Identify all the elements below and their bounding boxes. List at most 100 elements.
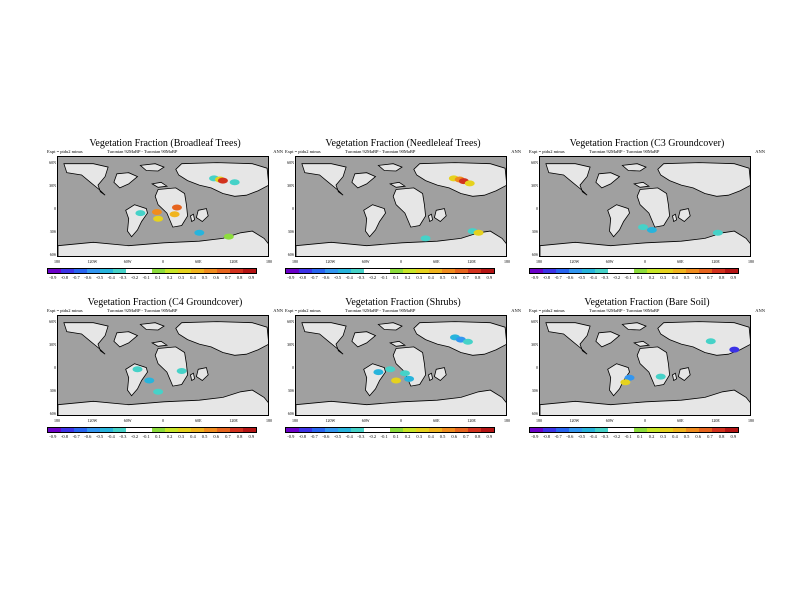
colorbar-swatch bbox=[325, 428, 338, 432]
colorbar-tick-label: -0.8 bbox=[60, 434, 69, 439]
anomaly-patch bbox=[404, 375, 415, 382]
landmass bbox=[151, 340, 169, 347]
colorbar-swatch bbox=[569, 428, 582, 432]
colorbar-swatch bbox=[660, 428, 673, 432]
lat-tick-label: 0 bbox=[54, 365, 56, 370]
landmass bbox=[672, 213, 678, 223]
colorbar-tick-label: -0.1 bbox=[624, 434, 632, 439]
colorbar-swatch bbox=[217, 269, 230, 273]
colorbar-tick-label: 0.4 bbox=[428, 434, 434, 439]
colorbar-tick-label: 0.8 bbox=[236, 434, 243, 439]
anomaly-patch bbox=[462, 338, 473, 345]
colorbar-swatch bbox=[429, 428, 442, 432]
colorbar-tick-label: -0.1 bbox=[380, 434, 388, 439]
lat-tick-label: 60S bbox=[531, 252, 538, 257]
anomaly-patch bbox=[638, 224, 649, 231]
landmass bbox=[621, 163, 647, 172]
anomaly-patch bbox=[729, 346, 740, 353]
map-area bbox=[539, 315, 751, 416]
landmass bbox=[540, 389, 750, 415]
colorbar-swatch bbox=[530, 269, 543, 273]
lat-tick-label: 60S bbox=[49, 411, 56, 416]
colorbar-tick-label: 0.9 bbox=[486, 434, 493, 439]
colorbar-tick-label: 0.4 bbox=[672, 275, 678, 280]
lat-tick-label: 30N bbox=[287, 183, 294, 188]
period-label: Turonian 92MaBP - Turonian 90MaBP bbox=[107, 149, 178, 154]
colorbar-swatch bbox=[139, 269, 152, 273]
colorbar-tick-label: 0.2 bbox=[404, 434, 411, 439]
colorbar-swatch bbox=[543, 269, 556, 273]
lon-tick-label: 0 bbox=[400, 259, 402, 264]
colorbar-swatch bbox=[191, 269, 204, 273]
colorbar-swatch bbox=[139, 428, 152, 432]
anomaly-patch bbox=[135, 210, 146, 217]
colorbar-swatch bbox=[429, 269, 442, 273]
colorbar-swatch bbox=[48, 269, 61, 273]
colorbar-tick-label: 0.1 bbox=[393, 275, 399, 280]
colorbar-tick-label: 0.2 bbox=[166, 275, 173, 280]
lat-tick-label: 30S bbox=[531, 388, 538, 393]
lon-tick-label: 180 bbox=[54, 259, 60, 264]
lat-tick-label: 60N bbox=[287, 160, 294, 165]
colorbar-swatch bbox=[647, 428, 660, 432]
colorbar-tick-label: -0.1 bbox=[142, 275, 150, 280]
lat-tick-label: 60S bbox=[287, 252, 294, 257]
colorbar-swatch bbox=[660, 269, 673, 273]
colorbar-swatch bbox=[230, 269, 243, 273]
anomaly-patch bbox=[712, 229, 723, 236]
map-canvas bbox=[540, 321, 750, 415]
lon-tick-label: 60E bbox=[433, 259, 440, 264]
map-panel-c4-groundcover: Vegetation Fraction (C4 Groundcover) Expt… bbox=[45, 297, 285, 467]
map-panel-bare-soil: Vegetation Fraction (Bare Soil) Expt = pt… bbox=[527, 297, 767, 467]
colorbar-swatch bbox=[243, 428, 256, 432]
colorbar-tick-label: -0.6 bbox=[566, 275, 574, 280]
anomaly-patch bbox=[705, 338, 716, 345]
colorbar-tick-label: 0.4 bbox=[428, 275, 434, 280]
landmass bbox=[113, 172, 139, 189]
colorbar-swatch bbox=[87, 428, 100, 432]
landmass bbox=[139, 322, 165, 331]
period-label: Turonian 92MaBP - Turonian 90MaBP bbox=[345, 149, 416, 154]
lon-tick-label: 120W bbox=[87, 418, 98, 423]
colorbar-tick-label: -0.8 bbox=[542, 275, 551, 280]
landmass bbox=[545, 163, 591, 196]
landmass bbox=[301, 163, 347, 196]
period-label: Turonian 92MaBP - Turonian 90MaBP bbox=[345, 308, 416, 313]
colorbar-swatch bbox=[100, 269, 113, 273]
landmass bbox=[125, 363, 148, 397]
anomaly-patch bbox=[420, 235, 431, 242]
lon-tick-label: 180 bbox=[266, 418, 272, 423]
map-canvas bbox=[296, 321, 506, 415]
colorbar-swatch bbox=[377, 428, 390, 432]
lat-tick-label: 0 bbox=[292, 206, 294, 211]
colorbar-swatch bbox=[165, 269, 178, 273]
colorbar-swatch bbox=[217, 428, 230, 432]
lon-tick-label: 120W bbox=[87, 259, 98, 264]
landmass bbox=[301, 322, 347, 355]
season-label: ANN bbox=[755, 149, 765, 154]
landmass bbox=[389, 340, 407, 347]
colorbar bbox=[47, 427, 257, 433]
landmass bbox=[377, 163, 403, 172]
anomaly-patch bbox=[169, 211, 180, 218]
lat-tick-label: 0 bbox=[536, 206, 538, 211]
landmass bbox=[351, 331, 377, 348]
lon-tick-label: 60E bbox=[195, 259, 202, 264]
colorbar-tick-label: -0.8 bbox=[298, 275, 307, 280]
lat-tick-label: 60S bbox=[531, 411, 538, 416]
colorbar-tick-label: -0.5 bbox=[333, 434, 342, 439]
landmass bbox=[428, 372, 434, 382]
colorbar-swatch bbox=[712, 269, 725, 273]
colorbar-swatch bbox=[442, 269, 455, 273]
experiment-label: Expt = ptdu2 minus bbox=[285, 149, 321, 154]
colorbar-swatch bbox=[455, 428, 468, 432]
lon-tick-label: 0 bbox=[644, 259, 646, 264]
landmass bbox=[595, 331, 621, 348]
season-label: ANN bbox=[511, 149, 521, 154]
lon-tick-label: 60E bbox=[677, 259, 684, 264]
lon-tick-label: 180 bbox=[748, 418, 754, 423]
landmass bbox=[657, 162, 750, 197]
colorbar-swatch bbox=[530, 428, 543, 432]
colorbar-swatch bbox=[100, 428, 113, 432]
colorbar-swatch bbox=[455, 269, 468, 273]
